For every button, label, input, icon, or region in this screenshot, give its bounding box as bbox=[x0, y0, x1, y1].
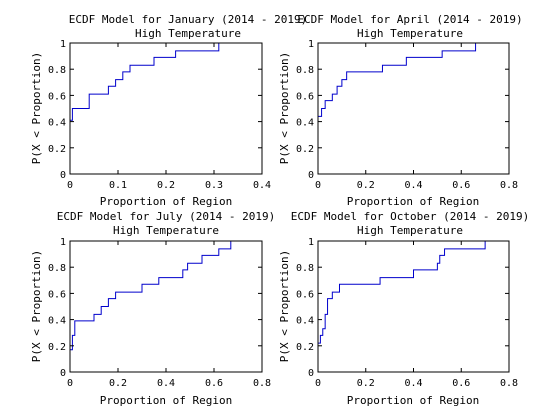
x-tick-label: 0.6 bbox=[452, 378, 470, 389]
y-tick-label: 0.4 bbox=[296, 118, 314, 129]
ecdf-series-line bbox=[70, 42, 224, 121]
y-tick-label: 0 bbox=[308, 368, 314, 379]
chart-subtitle: High Temperature bbox=[135, 27, 241, 40]
x-tick-label: 0.1 bbox=[109, 180, 127, 191]
plot-area: 0 0.2 0.4 0.6 0.8 0 0.2 0.4 0.6 0.8 1 bbox=[296, 237, 518, 389]
y-tick-label: 0 bbox=[60, 170, 66, 181]
plot-area: 0 0.1 0.2 0.3 0.4 0 0.2 0.4 0.6 0.8 1 bbox=[48, 39, 271, 191]
y-tick-label: 1 bbox=[308, 237, 314, 248]
y-tick-label: 0.2 bbox=[48, 144, 66, 155]
chart-subtitle: High Temperature bbox=[357, 27, 463, 40]
x-tick-label: 0.4 bbox=[404, 378, 422, 389]
chart-title: ECDF Model for July (2014 - 2019) bbox=[57, 210, 276, 223]
y-tick-label: 0.6 bbox=[296, 91, 314, 102]
y-tick-label: 0 bbox=[308, 170, 314, 181]
y-tick-label: 0.2 bbox=[296, 342, 314, 353]
x-axis-label: Proportion of Region bbox=[100, 195, 232, 208]
y-tick-label: 0.6 bbox=[296, 289, 314, 300]
y-tick-label: 0.8 bbox=[296, 65, 314, 76]
y-tick-label: 0 bbox=[60, 368, 66, 379]
chart-subtitle: High Temperature bbox=[113, 224, 219, 237]
y-axis-label: P(X < Proportion) bbox=[278, 250, 291, 363]
y-tick-label: 1 bbox=[60, 39, 66, 50]
x-tick-label: 0 bbox=[315, 378, 321, 389]
x-tick-label: 0.4 bbox=[157, 378, 175, 389]
ecdf-panel-april: ECDF Model for April (2014 - 2019) High … bbox=[278, 13, 523, 208]
x-tick-label: 0.8 bbox=[253, 378, 271, 389]
chart-title: ECDF Model for October (2014 - 2019) bbox=[291, 210, 529, 223]
x-tick-label: 0.4 bbox=[253, 180, 271, 191]
y-tick-label: 0.8 bbox=[48, 263, 66, 274]
x-tick-label: 0.4 bbox=[404, 180, 422, 191]
y-tick-label: 0.6 bbox=[48, 289, 66, 300]
chart-subtitle: High Temperature bbox=[357, 224, 463, 237]
y-tick-label: 0.8 bbox=[48, 65, 66, 76]
x-tick-label: 0.2 bbox=[357, 378, 375, 389]
x-tick-label: 0.8 bbox=[500, 378, 518, 389]
y-tick-label: 0.2 bbox=[296, 144, 314, 155]
y-tick-label: 0.4 bbox=[296, 316, 314, 327]
y-tick-label: 0.4 bbox=[48, 316, 66, 327]
ecdf-series-line bbox=[70, 240, 234, 351]
plot-area: 0 0.2 0.4 0.6 0.8 0 0.2 0.4 0.6 0.8 1 bbox=[48, 237, 271, 389]
y-tick-label: 0.4 bbox=[48, 118, 66, 129]
ecdf-series-line bbox=[318, 42, 478, 117]
x-axis-label: Proportion of Region bbox=[347, 394, 479, 407]
ecdf-panel-october: ECDF Model for October (2014 - 2019) Hig… bbox=[278, 210, 529, 407]
x-axis-label: Proportion of Region bbox=[100, 394, 232, 407]
x-tick-label: 0.8 bbox=[500, 180, 518, 191]
ecdf-series-line bbox=[318, 240, 488, 344]
y-axis-label: P(X < Proportion) bbox=[30, 52, 43, 165]
x-tick-label: 0 bbox=[315, 180, 321, 191]
ecdf-panel-january: ECDF Model for January (2014 - 2019) Hig… bbox=[30, 13, 307, 208]
x-tick-label: 0 bbox=[67, 180, 73, 191]
y-tick-label: 1 bbox=[60, 237, 66, 248]
y-tick-label: 0.2 bbox=[48, 342, 66, 353]
x-tick-label: 0.6 bbox=[452, 180, 470, 191]
y-axis-label: P(X < Proportion) bbox=[30, 250, 43, 363]
y-axis-label: P(X < Proportion) bbox=[278, 52, 291, 165]
ecdf-panel-july: ECDF Model for July (2014 - 2019) High T… bbox=[30, 210, 275, 407]
x-tick-label: 0 bbox=[67, 378, 73, 389]
y-tick-label: 1 bbox=[308, 39, 314, 50]
y-tick-label: 0.8 bbox=[296, 263, 314, 274]
x-tick-label: 0.2 bbox=[357, 180, 375, 191]
plot-area: 0 0.2 0.4 0.6 0.8 0 0.2 0.4 0.6 0.8 1 bbox=[296, 39, 518, 191]
chart-title: ECDF Model for January (2014 - 2019) bbox=[69, 13, 307, 26]
x-axis-label: Proportion of Region bbox=[347, 195, 479, 208]
x-tick-label: 0.6 bbox=[205, 378, 223, 389]
chart-title: ECDF Model for April (2014 - 2019) bbox=[297, 13, 522, 26]
y-tick-label: 0.6 bbox=[48, 91, 66, 102]
x-tick-label: 0.2 bbox=[157, 180, 175, 191]
x-tick-label: 0.2 bbox=[109, 378, 127, 389]
x-tick-label: 0.3 bbox=[205, 180, 223, 191]
